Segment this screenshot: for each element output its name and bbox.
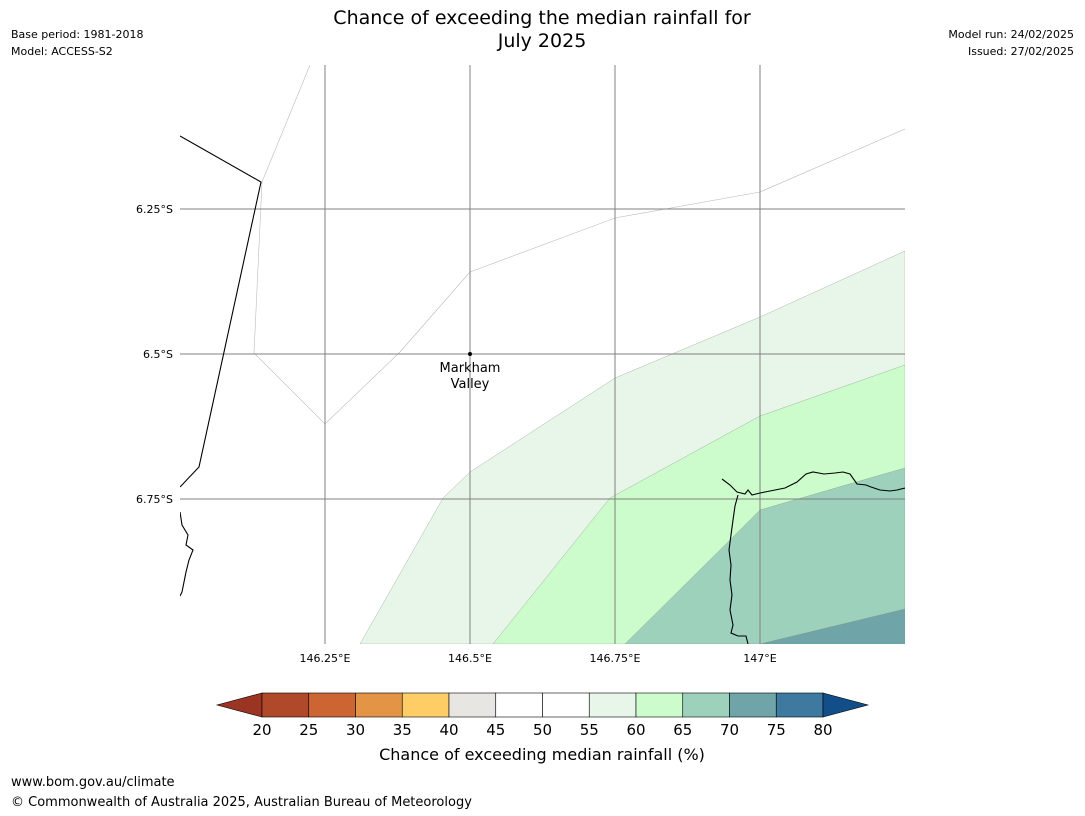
coastlines [180,135,905,644]
footer-url: www.bom.gov.au/climate [11,775,175,790]
colorbar-tick-label: 25 [299,721,318,739]
colorbar-segment [542,692,590,718]
colorbar-tick-label: 70 [720,721,739,739]
colorbar-segment [495,692,543,718]
colorbar-tick-label: 55 [580,721,599,739]
colorbar-segment [448,692,497,718]
place-label-line-1: Markham [440,361,501,376]
map-title: Chance of exceeding the median rainfall … [242,7,842,53]
title-line-1: Chance of exceeding the median rainfall … [333,7,751,29]
colorbar-tick-label: 40 [439,721,458,739]
lon-label-147: 147°E [743,652,776,665]
footer-copyright: © Commonwealth of Australia 2025, Austra… [11,795,472,810]
colorbar-segment [308,692,356,718]
lat-label-6-25: 6.25°S [136,203,173,216]
colorbar-tick-label: 80 [813,721,832,739]
base-period-text: Base period: 1981-2018 [11,28,144,41]
colorbar-under-arrow [215,692,263,718]
colorbar-segment [775,692,824,718]
colorbar-tick-label: 30 [346,721,365,739]
model-run-text: Model run: 24/02/2025 [948,28,1074,41]
colorbar-label: Chance of exceeding median rainfall (%) [379,745,705,764]
lat-label-6-75: 6.75°S [136,493,173,506]
lat-label-6-5: 6.5°S [143,348,173,361]
colorbar-tick-label: 35 [393,721,412,739]
colorbar-tick-label: 20 [252,721,271,739]
colorbar-tick-label: 75 [767,721,786,739]
colorbar: 20 25 30 35 40 45 50 55 60 65 70 75 80 [215,692,870,739]
colorbar-segment [682,692,730,718]
place-marker [468,352,472,356]
colorbar-segment [261,692,310,718]
colorbar-tick-label: 45 [486,721,505,739]
lon-label-146-25: 146.25°E [300,652,351,665]
map-area [180,65,905,644]
colorbar-segment [729,692,777,718]
lon-label-146-75: 146.75°E [590,652,641,665]
colorbar-segment [588,692,637,718]
place-label-line-2: Valley [451,377,490,392]
metadata-left: Base period: 1981-2018 Model: ACCESS-S2 [11,26,143,60]
colorbar-tick-label: 50 [533,721,552,739]
issued-text: Issued: 27/02/2025 [967,45,1074,58]
band-70-75 [759,608,905,644]
boundary-line [253,65,905,425]
colorbar-segment [635,692,684,718]
lon-label-146-5: 146.5°E [448,652,492,665]
colorbar-segment [355,692,403,718]
colorbar-over-arrow [822,692,870,718]
colorbar-tick-label: 60 [626,721,645,739]
metadata-right: Model run: 24/02/2025 Issued: 27/02/2025 [948,26,1074,60]
title-line-2: July 2025 [497,30,587,52]
colorbar-tick-label: 65 [673,721,692,739]
model-text: Model: ACCESS-S2 [11,45,113,58]
colorbar-segment [401,692,450,718]
